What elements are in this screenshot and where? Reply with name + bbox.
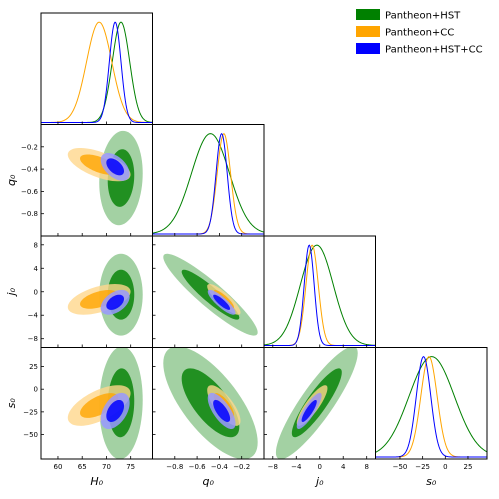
marginal-pantheon-hst-cc-H0 — [41, 21, 153, 123]
x-tick-label: −0.4 — [211, 463, 229, 471]
x-tick-label: 25 — [464, 463, 473, 471]
contour-pantheon-hst-cc-s0-vs-j0 — [296, 392, 322, 429]
panel-frame — [263, 235, 376, 348]
x-tick-label: 70 — [102, 463, 111, 471]
y-tick-label: −8 — [28, 335, 38, 343]
y-tick-label: −0.4 — [21, 166, 39, 174]
x-tick-label: 0 — [443, 463, 447, 471]
x-tick-label: −4 — [291, 463, 302, 471]
y-tick-label: −25 — [23, 408, 38, 416]
legend-swatch — [356, 9, 380, 20]
marginal-pantheon-hst-q0 — [152, 133, 264, 234]
contour-1sigma — [213, 294, 231, 310]
legend: Pantheon+HST Pantheon+CC Pantheon+HST+CC — [356, 9, 483, 56]
x-tick-label: −0.8 — [166, 463, 183, 471]
marginal-pantheon-hst-cc-j0 — [264, 244, 376, 346]
legend-swatch — [356, 26, 380, 37]
contour-1sigma — [106, 399, 125, 422]
y-tick-label: 4 — [34, 265, 39, 273]
panel-frame — [40, 12, 153, 125]
y-axis-label-q0: q₀ — [5, 174, 18, 186]
panel-frame — [375, 347, 488, 460]
x-tick-label: 8 — [364, 463, 368, 471]
contour-pantheon-hst-cc-s0-vs-q0 — [207, 392, 236, 430]
x-tick-label: 60 — [54, 463, 63, 471]
y-tick-label: 25 — [29, 363, 38, 371]
legend-entry: Pantheon+HST+CC — [385, 45, 483, 56]
x-tick-label: 75 — [126, 463, 135, 471]
x-tick-label: −8 — [268, 463, 278, 471]
y-tick-label: 0 — [34, 288, 38, 296]
marginal-pantheon-hst-H0 — [41, 21, 153, 123]
x-axis-label-j0: j₀ — [314, 475, 324, 488]
y-tick-label: −0.8 — [21, 210, 38, 218]
x-axis-label-q0: q₀ — [203, 475, 215, 488]
contour-pantheon-hst-cc-q0-vs-H0 — [100, 152, 130, 181]
x-tick-label: −50 — [393, 463, 408, 471]
y-tick-label: 0 — [34, 386, 38, 394]
contour-pantheon-hst-cc-j0-vs-q0 — [207, 289, 236, 315]
contour-1sigma — [213, 399, 231, 422]
y-tick-label: −4 — [28, 312, 39, 320]
legend-entry: Pantheon+HST — [385, 11, 461, 22]
marginal-pantheon-hst-s0 — [375, 356, 487, 453]
y-tick-label: 8 — [34, 241, 38, 249]
y-tick-label: −0.2 — [21, 143, 38, 151]
x-tick-label: −0.6 — [189, 463, 207, 471]
y-axis-label-j0: j₀ — [5, 287, 18, 297]
contour-1sigma — [106, 294, 125, 310]
x-tick-label: −25 — [415, 463, 430, 471]
y-axis-label-s0: s₀ — [5, 398, 18, 409]
legend-entry: Pantheon+CC — [385, 28, 454, 39]
x-axis-label-s0: s₀ — [426, 475, 437, 488]
x-tick-label: 65 — [78, 463, 87, 471]
marginal-pantheon-cc-j0 — [264, 244, 376, 346]
y-tick-label: −50 — [23, 431, 38, 439]
x-tick-label: 0 — [318, 463, 322, 471]
contour-pantheon-hst-cc-j0-vs-H0 — [100, 289, 130, 315]
marginal-pantheon-cc-H0 — [41, 21, 153, 123]
y-tick-label: −0.6 — [21, 188, 39, 196]
contour-1sigma — [106, 158, 125, 176]
x-axis-label-H0: H₀ — [90, 475, 103, 488]
marginal-pantheon-cc-s0 — [375, 356, 487, 458]
marginal-pantheon-hst-cc-s0 — [375, 356, 487, 458]
x-tick-label: −0.2 — [233, 463, 250, 471]
legend-swatch — [356, 43, 380, 54]
contour-1sigma — [301, 399, 317, 422]
contour-1sigma — [80, 393, 119, 418]
marginal-pantheon-hst-j0 — [264, 244, 376, 346]
x-tick-label: 4 — [341, 463, 346, 471]
contour-pantheon-hst-cc-s0-vs-H0 — [100, 392, 130, 429]
marginal-pantheon-hst-cc-q0 — [152, 132, 264, 235]
